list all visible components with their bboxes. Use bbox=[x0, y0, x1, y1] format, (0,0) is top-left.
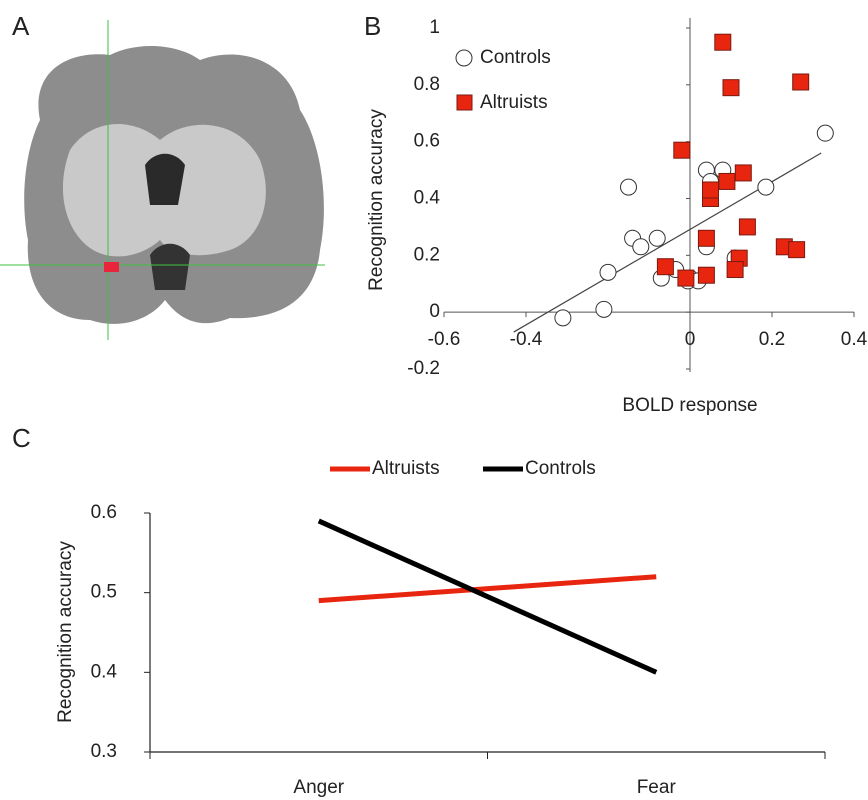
point bbox=[739, 219, 755, 235]
point bbox=[555, 310, 571, 326]
brainstem-region bbox=[150, 244, 190, 290]
figure: A B C BOLD response Recognition accuracy… bbox=[0, 0, 868, 800]
point bbox=[715, 34, 731, 50]
y-tick-label: 0.5 bbox=[91, 582, 117, 603]
point bbox=[817, 125, 833, 141]
x-tick-label: 0.2 bbox=[759, 329, 785, 350]
point bbox=[678, 270, 694, 286]
panel-label: B bbox=[364, 11, 381, 41]
y-tick-label: 0.6 bbox=[91, 502, 117, 523]
x-tick-label: 0 bbox=[685, 329, 696, 350]
point bbox=[600, 264, 616, 280]
point bbox=[649, 230, 665, 246]
point bbox=[596, 301, 612, 317]
point bbox=[633, 239, 649, 255]
point bbox=[621, 179, 637, 195]
ventricle bbox=[145, 154, 185, 205]
legend-marker bbox=[457, 95, 472, 110]
trendline bbox=[514, 153, 822, 332]
point bbox=[703, 182, 719, 198]
panel-label: C bbox=[12, 423, 31, 453]
roi-marker bbox=[104, 262, 119, 272]
point bbox=[793, 74, 809, 90]
point bbox=[674, 142, 690, 158]
legend-label: Altruists bbox=[372, 458, 440, 479]
x-axis-label: BOLD response bbox=[622, 395, 757, 416]
y-axis-label: Recognition accuracy bbox=[366, 109, 387, 291]
point bbox=[698, 230, 714, 246]
panel-label: A bbox=[12, 11, 30, 41]
brain-image bbox=[0, 20, 325, 340]
legend-label: Controls bbox=[525, 458, 596, 479]
x-tick-label: Anger bbox=[293, 777, 344, 798]
y-tick-label: 0.4 bbox=[91, 661, 118, 682]
y-tick-label: 1 bbox=[429, 17, 440, 38]
y-tick-label: 0.2 bbox=[414, 244, 440, 265]
point bbox=[719, 173, 735, 189]
page: A B C BOLD response Recognition accuracy… bbox=[0, 0, 868, 800]
x-tick-label: Fear bbox=[637, 777, 677, 798]
y-tick-label: -0.2 bbox=[407, 358, 440, 379]
point bbox=[723, 80, 739, 96]
point bbox=[727, 262, 743, 278]
y-tick-label: 0 bbox=[429, 301, 440, 322]
x-tick-label: 0.4 bbox=[841, 329, 868, 350]
point bbox=[758, 179, 774, 195]
legend-label: Altruists bbox=[480, 92, 548, 113]
legend-label: Controls bbox=[480, 47, 551, 68]
y-tick-label: 0.4 bbox=[414, 188, 441, 209]
point bbox=[735, 165, 751, 181]
point bbox=[657, 259, 673, 275]
legend-marker bbox=[456, 50, 472, 66]
x-tick-label: -0.6 bbox=[428, 329, 461, 350]
x-tick-label: -0.4 bbox=[510, 329, 543, 350]
y-tick-label: 0.8 bbox=[414, 74, 440, 95]
point bbox=[789, 242, 805, 258]
y-tick-label: 0.3 bbox=[91, 741, 117, 762]
y-tick-label: 0.6 bbox=[414, 131, 440, 152]
y-axis-label: Recognition accuracy bbox=[55, 541, 76, 723]
point bbox=[698, 267, 714, 283]
